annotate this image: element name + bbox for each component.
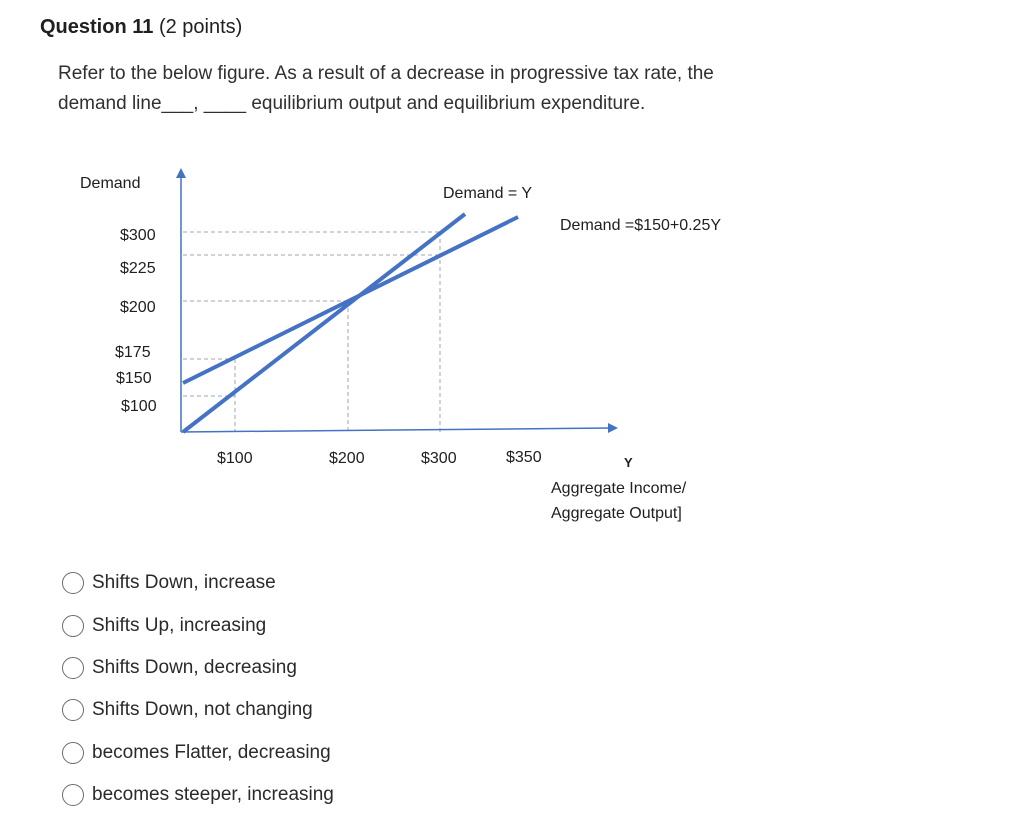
demand-equals-y-line <box>181 212 467 434</box>
y-tick-200: $200 <box>120 299 156 316</box>
prompt-line-2: demand line___, ____ equilibrium output … <box>58 93 646 114</box>
option-label: Shifts Down, decreasing <box>92 657 297 678</box>
y-tick-150: $150 <box>116 370 152 387</box>
option-6[interactable]: becomes steeper, increasing <box>62 775 334 815</box>
radio-button-icon[interactable] <box>62 615 84 637</box>
option-label: Shifts Up, increasing <box>92 615 267 636</box>
x-axis-arrow <box>608 423 618 433</box>
option-label: Shifts Down, not changing <box>92 699 313 720</box>
option-1[interactable]: Shifts Down, increase <box>62 563 276 603</box>
option-4[interactable]: Shifts Down, not changing <box>62 690 313 730</box>
question-number: Question 11 <box>40 16 154 38</box>
demand-function-line <box>182 215 519 385</box>
x-axis <box>180 427 611 433</box>
y-tick-175: $175 <box>115 344 151 361</box>
option-5[interactable]: becomes Flatter, decreasing <box>62 733 331 773</box>
question-points: (2 points) <box>158 16 243 38</box>
x-axis-symbol: Y <box>624 455 633 470</box>
y-tick-225: $225 <box>120 260 156 277</box>
option-3[interactable]: Shifts Down, decreasing <box>62 648 297 688</box>
x-tick-300: $300 <box>421 450 457 467</box>
radio-button-icon[interactable] <box>62 784 84 806</box>
question-prompt: Refer to the below figure. As a result o… <box>58 59 818 119</box>
x-tick-200: $200 <box>329 450 365 467</box>
radio-button-icon[interactable] <box>62 572 84 594</box>
question-title: Question 11 (2 points) <box>40 16 242 39</box>
prompt-line-1: Refer to the below figure. As a result o… <box>58 63 714 84</box>
y-tick-100: $100 <box>121 398 157 415</box>
y-axis-arrow <box>176 168 186 178</box>
radio-button-icon[interactable] <box>62 699 84 721</box>
option-label: becomes Flatter, decreasing <box>92 742 331 763</box>
x-axis-label-line2: Aggregate Output] <box>551 505 682 522</box>
x-axis-label-line1: Aggregate Income/ <box>551 480 687 497</box>
option-2[interactable]: Shifts Up, increasing <box>62 606 266 646</box>
option-label: becomes steeper, increasing <box>92 784 334 805</box>
keynesian-cross-figure: Demand $300 $225 $200 $175 $150 $100 $10… <box>80 168 721 522</box>
radio-button-icon[interactable] <box>62 742 84 764</box>
x-tick-100: $100 <box>217 450 253 467</box>
guide-lines <box>183 231 441 432</box>
option-label: Shifts Down, increase <box>92 572 276 593</box>
radio-button-icon[interactable] <box>62 657 84 679</box>
y-tick-300: $300 <box>120 227 156 244</box>
axes <box>176 168 618 433</box>
x-tick-350: $350 <box>506 449 542 466</box>
y-axis-label: Demand <box>80 175 140 192</box>
label-demand-function: Demand =$150+0.25Y <box>560 217 721 234</box>
label-demand-equals-y: Demand = Y <box>443 185 532 202</box>
